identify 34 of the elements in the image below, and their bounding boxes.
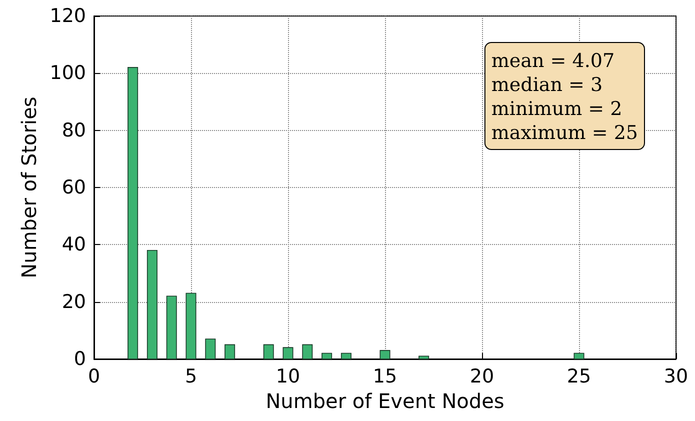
bar: [574, 352, 584, 360]
y-tick-label: 0: [74, 348, 86, 370]
y-tick-label: 20: [62, 290, 86, 313]
annotation: median = 3: [491, 74, 603, 96]
bar: [263, 344, 274, 360]
bar: [224, 344, 236, 360]
x-axis-title: Number of Event Nodes: [266, 388, 504, 413]
bar: [322, 352, 332, 360]
bar: [128, 67, 138, 360]
annotation: mean = 4.07: [491, 50, 615, 72]
y-tick-label: 80: [62, 119, 86, 142]
bar: [205, 338, 216, 360]
x-tick-label: 10: [276, 366, 300, 388]
y-tick-label: 60: [62, 176, 86, 198]
bar: [186, 292, 196, 360]
annotation: minimum = 2: [491, 98, 622, 120]
bar: [340, 352, 352, 360]
x-tick-label: 0: [88, 366, 100, 388]
bar: [418, 356, 430, 360]
bar: [282, 347, 294, 360]
bar: [166, 296, 177, 360]
y-tick-label: 40: [62, 234, 86, 256]
y-axis-title: Number of Stories: [16, 96, 41, 278]
bar: [302, 344, 313, 360]
bar: [380, 350, 390, 360]
y-tick-label: 100: [50, 62, 86, 84]
x-tick-label: 20: [470, 366, 494, 388]
x-tick-label: 5: [184, 366, 198, 388]
y-tick-label: 120: [50, 5, 86, 27]
x-tick-label: 30: [664, 366, 688, 388]
bar: [146, 250, 158, 360]
x-tick-label: 15: [372, 366, 398, 388]
annotation: maximum = 25: [491, 122, 638, 144]
x-tick-label: 25: [566, 366, 592, 388]
